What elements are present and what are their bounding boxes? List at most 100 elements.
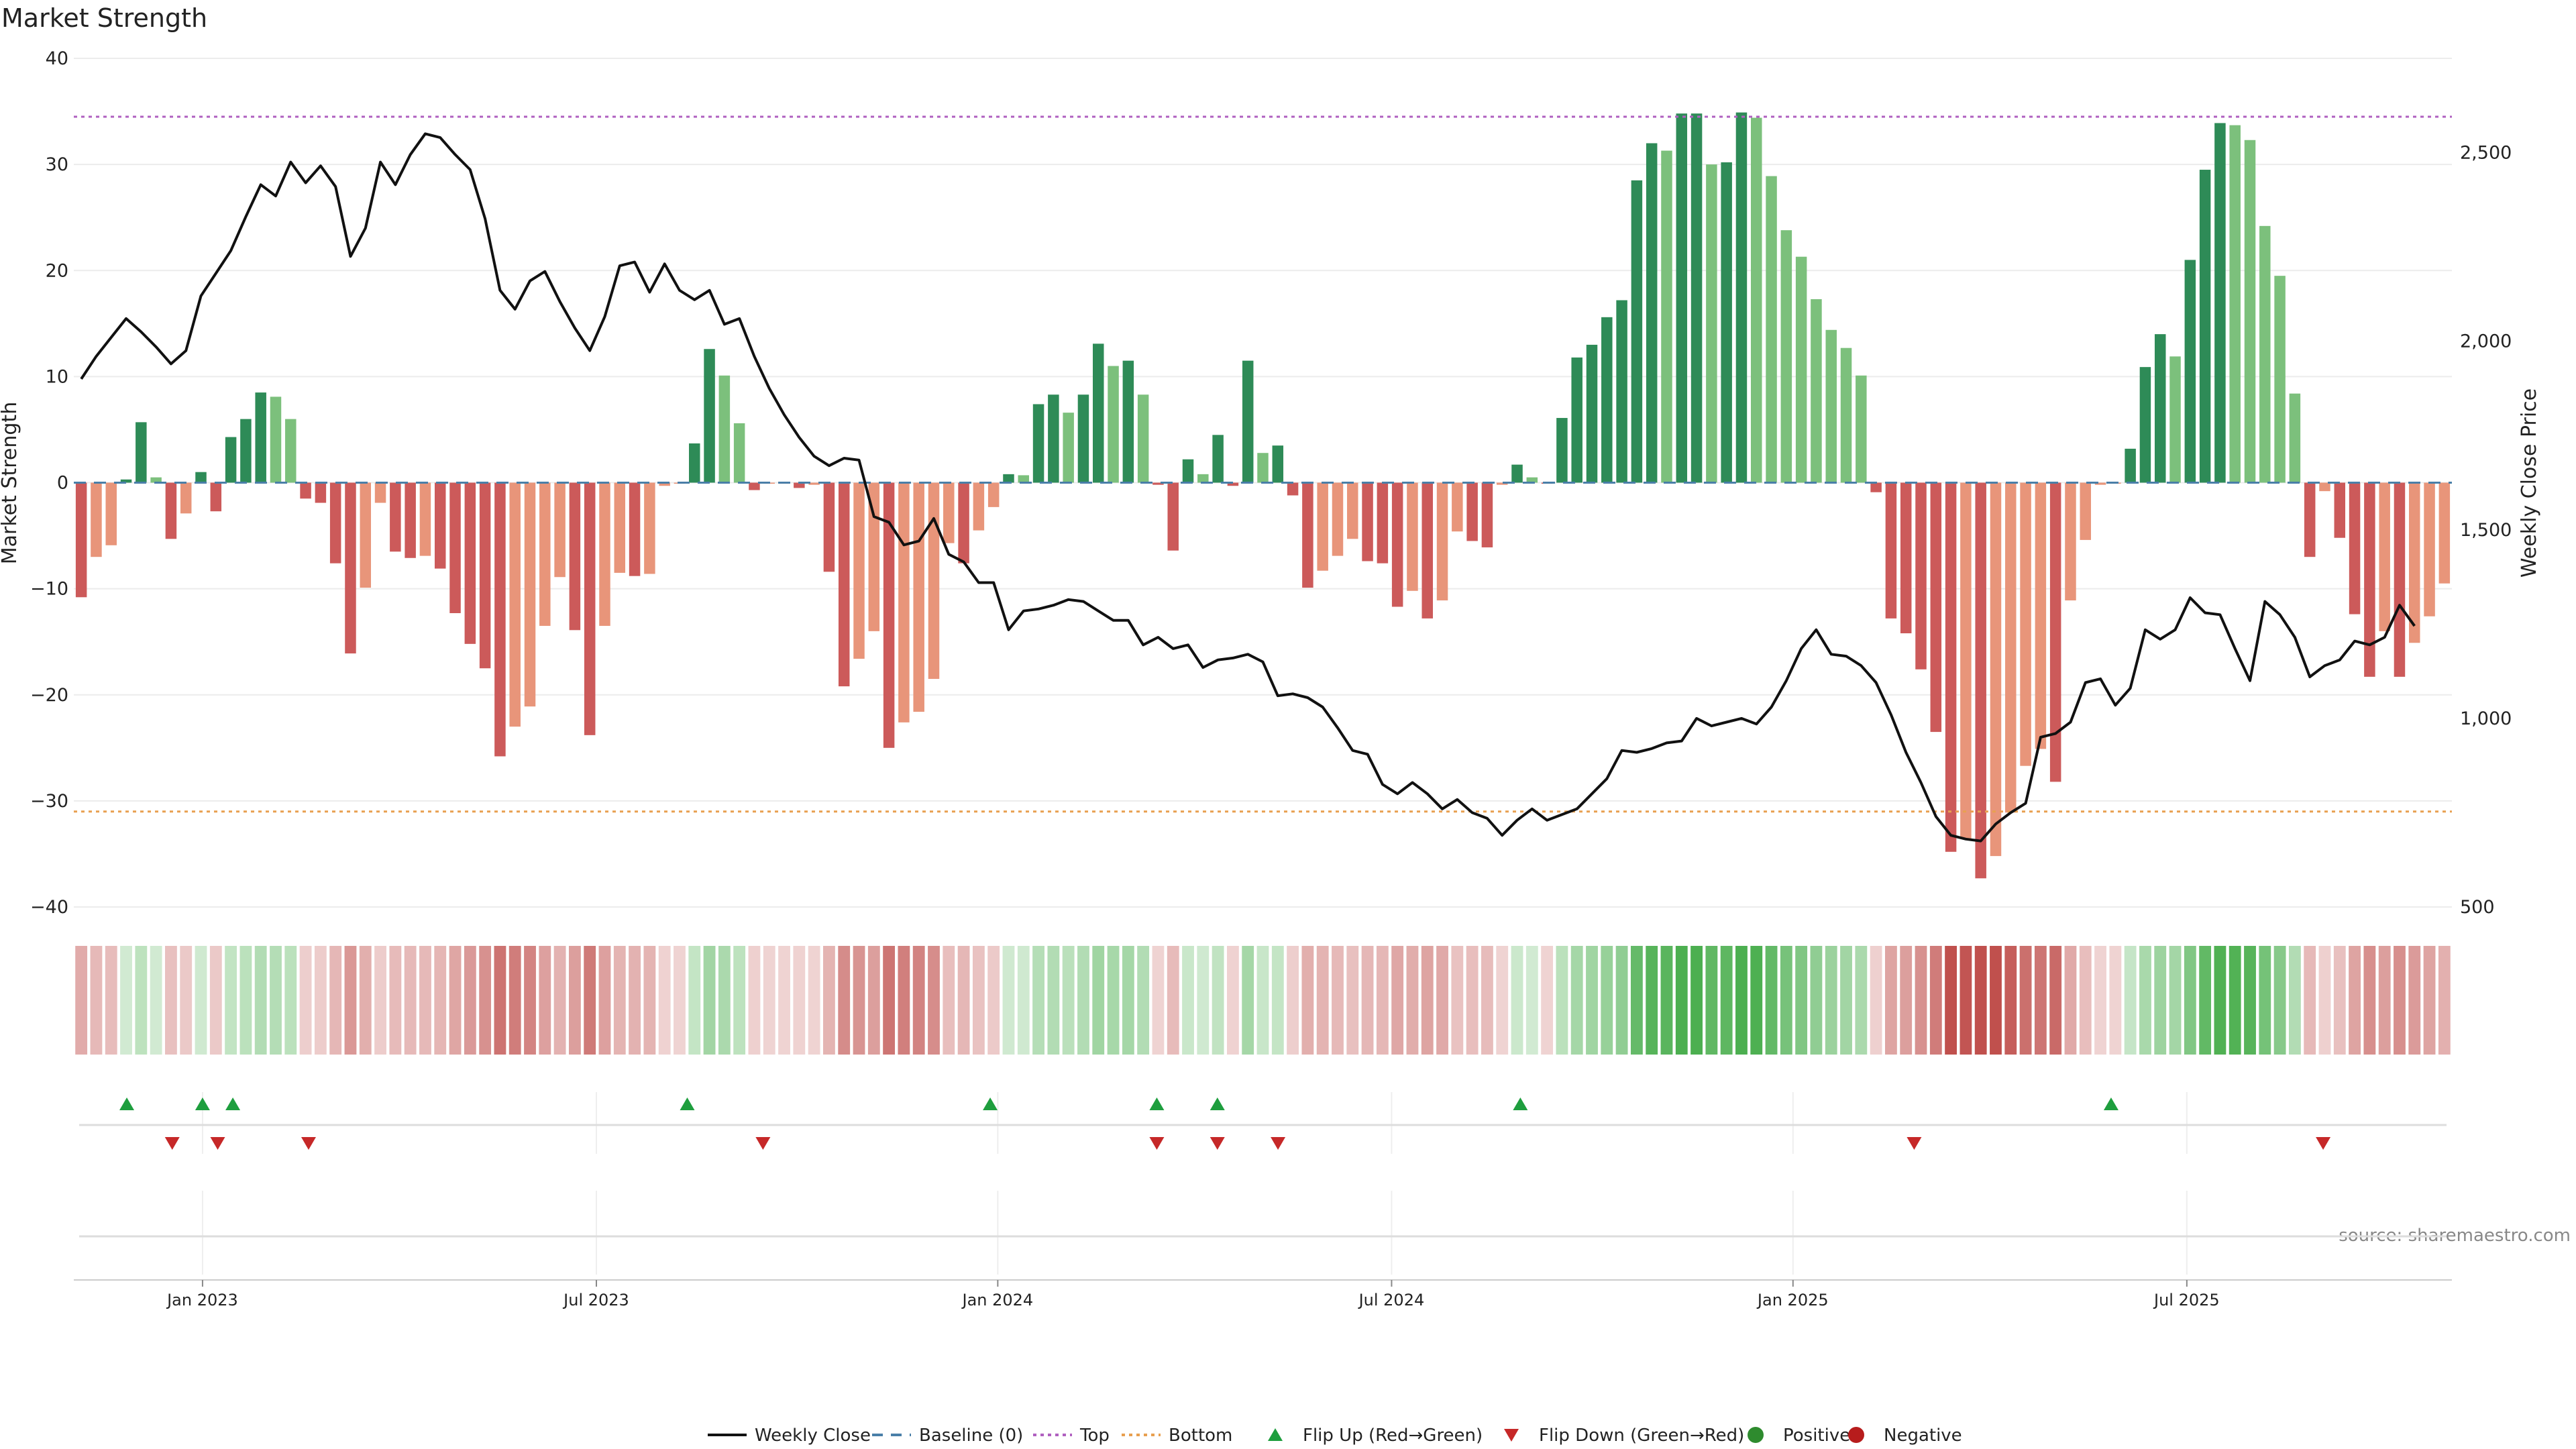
heat-cell (2169, 946, 2182, 1055)
heat-cell (329, 946, 342, 1055)
heat-cell (2049, 946, 2062, 1055)
strength-bar (2259, 225, 2271, 483)
heat-cell (1974, 946, 1987, 1055)
strength-bar (2364, 482, 2375, 677)
heat-cell (2349, 946, 2361, 1055)
heat-cell (2378, 946, 2391, 1055)
heat-cell (479, 946, 492, 1055)
strength-bar (2334, 482, 2346, 538)
heat-cell (1630, 946, 1643, 1055)
heat-cell (314, 946, 327, 1055)
strength-bar (75, 482, 87, 598)
strength-bar (1930, 482, 1942, 733)
heat-cell (105, 946, 117, 1055)
x-tick-label: Jul 2025 (2153, 1291, 2220, 1309)
legend-swatch-negative (1848, 1427, 1864, 1443)
heat-cell (898, 946, 910, 1055)
heat-cell (1525, 946, 1538, 1055)
strength-bar (1571, 357, 1582, 483)
flip-down-marker (1907, 1137, 1922, 1150)
flip-down-marker (164, 1137, 180, 1150)
price-line-layer (80, 132, 2416, 843)
strength-bar (733, 423, 745, 483)
heat-cell (1825, 946, 1837, 1055)
strength-bar (1856, 375, 1867, 483)
heat-cell (1256, 946, 1269, 1055)
heat-cell (2259, 946, 2271, 1055)
heat-cell (1750, 946, 1763, 1055)
strength-bar (1511, 464, 1523, 483)
strength-bar (1735, 112, 1748, 483)
strength-bar (165, 482, 177, 539)
strength-bar (2199, 170, 2211, 483)
heatstrip-layer (75, 946, 2451, 1055)
strength-bar (136, 422, 147, 483)
heat-cell (1271, 946, 1284, 1055)
strength-bar (1332, 482, 1344, 556)
flip-down-marker (755, 1137, 771, 1150)
strength-bar (2065, 482, 2076, 601)
heat-cell (957, 946, 970, 1055)
strength-bar (150, 477, 162, 483)
strength-bar (2379, 482, 2390, 631)
heat-cell (674, 946, 686, 1055)
heat-cell (718, 946, 731, 1055)
strength-bar (1212, 435, 1224, 483)
heat-cell (1466, 946, 1479, 1055)
heat-cell (1077, 946, 1089, 1055)
strength-bar (794, 482, 805, 488)
heat-cell (209, 946, 222, 1055)
x-tick-label: Jul 2023 (562, 1291, 629, 1309)
y-tick-label: 30 (46, 154, 68, 175)
strength-bar (1631, 180, 1643, 483)
heat-cell (1780, 946, 1792, 1055)
heat-cell (1152, 946, 1165, 1055)
heat-cell (1361, 946, 1374, 1055)
strength-bar (2125, 448, 2136, 483)
strength-bar (2020, 482, 2031, 766)
heat-cell (2304, 946, 2316, 1055)
strength-bar (225, 437, 237, 483)
strength-bar (1721, 162, 1732, 483)
y2-tick-label: 2,000 (2460, 331, 2512, 352)
heat-cell (613, 946, 626, 1055)
heat-cell (1137, 946, 1150, 1055)
strength-bar (913, 482, 924, 712)
heat-cell (1182, 946, 1194, 1055)
y-tick-label: 20 (46, 260, 68, 281)
legend: Weekly Close Baseline (0) Top Bottom Flip Up… (708, 1426, 1962, 1446)
heat-cell (359, 946, 372, 1055)
heat-cell (299, 946, 312, 1055)
strength-bar (659, 482, 670, 486)
heat-cell (1795, 946, 1808, 1055)
strength-bar (1272, 445, 1284, 483)
flip-down-marker (210, 1137, 225, 1150)
flip-up-marker (1513, 1097, 1528, 1110)
strength-bar (2139, 367, 2151, 483)
heat-cell (1646, 946, 1658, 1055)
strength-bar (1586, 344, 1598, 483)
heat-cell (1346, 946, 1359, 1055)
x-tick-label: Jan 2024 (961, 1291, 1034, 1309)
strength-bar (285, 419, 297, 483)
strength-bar (2409, 482, 2420, 643)
heat-cell (867, 946, 880, 1055)
strength-bar (105, 482, 117, 545)
strength-bar (494, 482, 506, 757)
strength-bar (2349, 482, 2361, 614)
heat-cell (2214, 946, 2226, 1055)
strength-bar (1137, 394, 1149, 483)
heat-cell (2363, 946, 2376, 1055)
strength-bar (2049, 482, 2061, 782)
heat-cell (90, 946, 103, 1055)
weekly-close-line (80, 132, 2416, 843)
strength-bar (973, 482, 985, 531)
heat-cell (1107, 946, 1120, 1055)
strength-bar (599, 482, 610, 626)
strength-bar (569, 482, 581, 631)
x-tick-label: Jan 2025 (1756, 1291, 1829, 1309)
strength-bar (449, 482, 461, 613)
heat-cell (2079, 946, 2092, 1055)
heat-cell (688, 946, 701, 1055)
heat-cell (928, 946, 940, 1055)
